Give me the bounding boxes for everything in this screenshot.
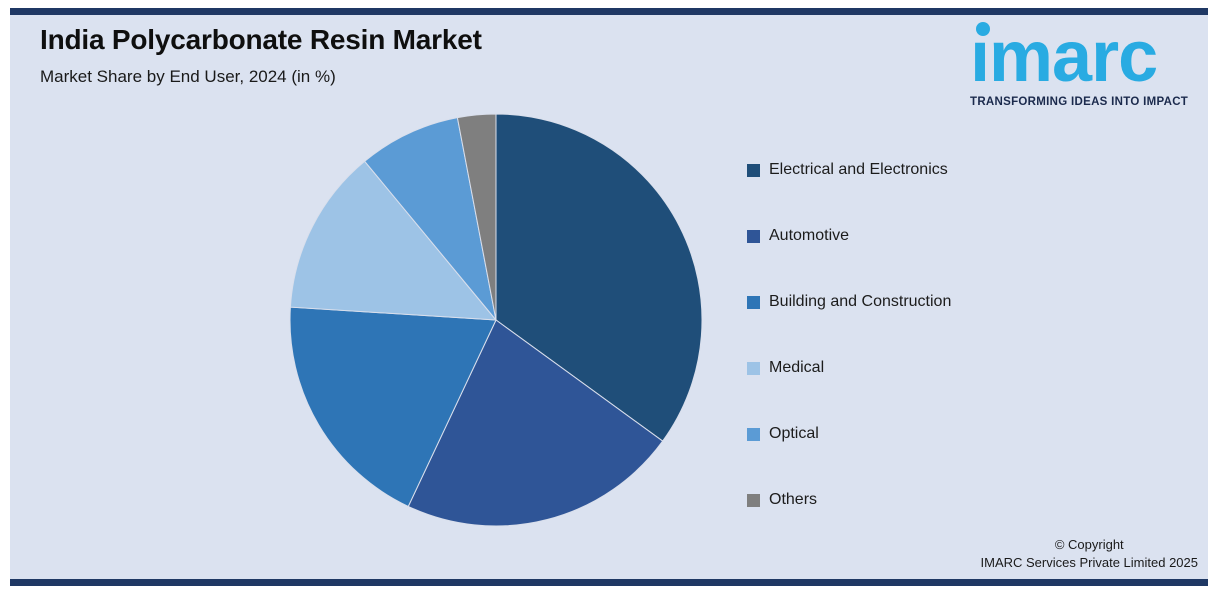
- pie-chart-svg: [289, 113, 703, 527]
- legend-label: Others: [769, 491, 818, 508]
- legend-label: Building and Construction: [769, 293, 952, 310]
- legend-swatch-icon: [747, 163, 760, 177]
- chart-card: India Polycarbonate Resin Market Market …: [10, 8, 1208, 586]
- logo-i-dot-icon: [976, 22, 990, 36]
- legend-swatch-icon: [747, 427, 760, 441]
- pie-slice-others: [456, 113, 497, 321]
- imarc-logo: ımarc TRANSFORMING IDEAS INTO IMPACT: [970, 20, 1194, 108]
- legend-swatch-icon: [747, 229, 760, 243]
- page-subtitle: Market Share by End User, 2024 (in %): [40, 67, 336, 86]
- copyright-line1: © Copyright: [1054, 536, 1124, 552]
- legend-label: Optical: [769, 425, 819, 442]
- logo-wordmark: ımarc: [970, 17, 1158, 97]
- pie-slice-optical: [363, 117, 497, 321]
- legend-swatch-icon: [747, 361, 760, 375]
- legend-label: Automotive: [769, 227, 850, 244]
- legend-item-electrical-and-electronics: Electrical and Electronics: [747, 160, 951, 180]
- bottom-accent-bar: [10, 579, 1208, 586]
- page-title: India Polycarbonate Resin Market: [40, 24, 482, 55]
- legend-swatch-icon: [747, 493, 760, 507]
- legend-label: Electrical and Electronics: [769, 161, 948, 178]
- pie-slice-medical: [289, 160, 498, 321]
- legend-label: Medical: [769, 359, 825, 376]
- legend-item-building-and-construction: Building and Construction: [747, 292, 951, 312]
- legend: Electrical and Electronics Automotive Buil…: [747, 160, 951, 510]
- copyright-line2: IMARC Services Private Limited 2025: [980, 554, 1198, 570]
- legend-item-optical: Optical: [747, 424, 951, 444]
- legend-item-others: Others: [747, 490, 951, 510]
- legend-item-automotive: Automotive: [747, 226, 951, 246]
- legend-item-medical: Medical: [747, 358, 951, 378]
- legend-swatch-icon: [747, 295, 760, 309]
- top-accent-bar: [10, 8, 1208, 15]
- pie-chart: [288, 112, 704, 528]
- pie-slice-building-and-construction: [289, 306, 497, 508]
- pie-slice-electrical-and-electronics: [495, 113, 703, 442]
- logo-tagline: TRANSFORMING IDEAS INTO IMPACT: [970, 96, 1189, 108]
- copyright-note: © Copyright IMARC Services Private Limit…: [981, 536, 1198, 572]
